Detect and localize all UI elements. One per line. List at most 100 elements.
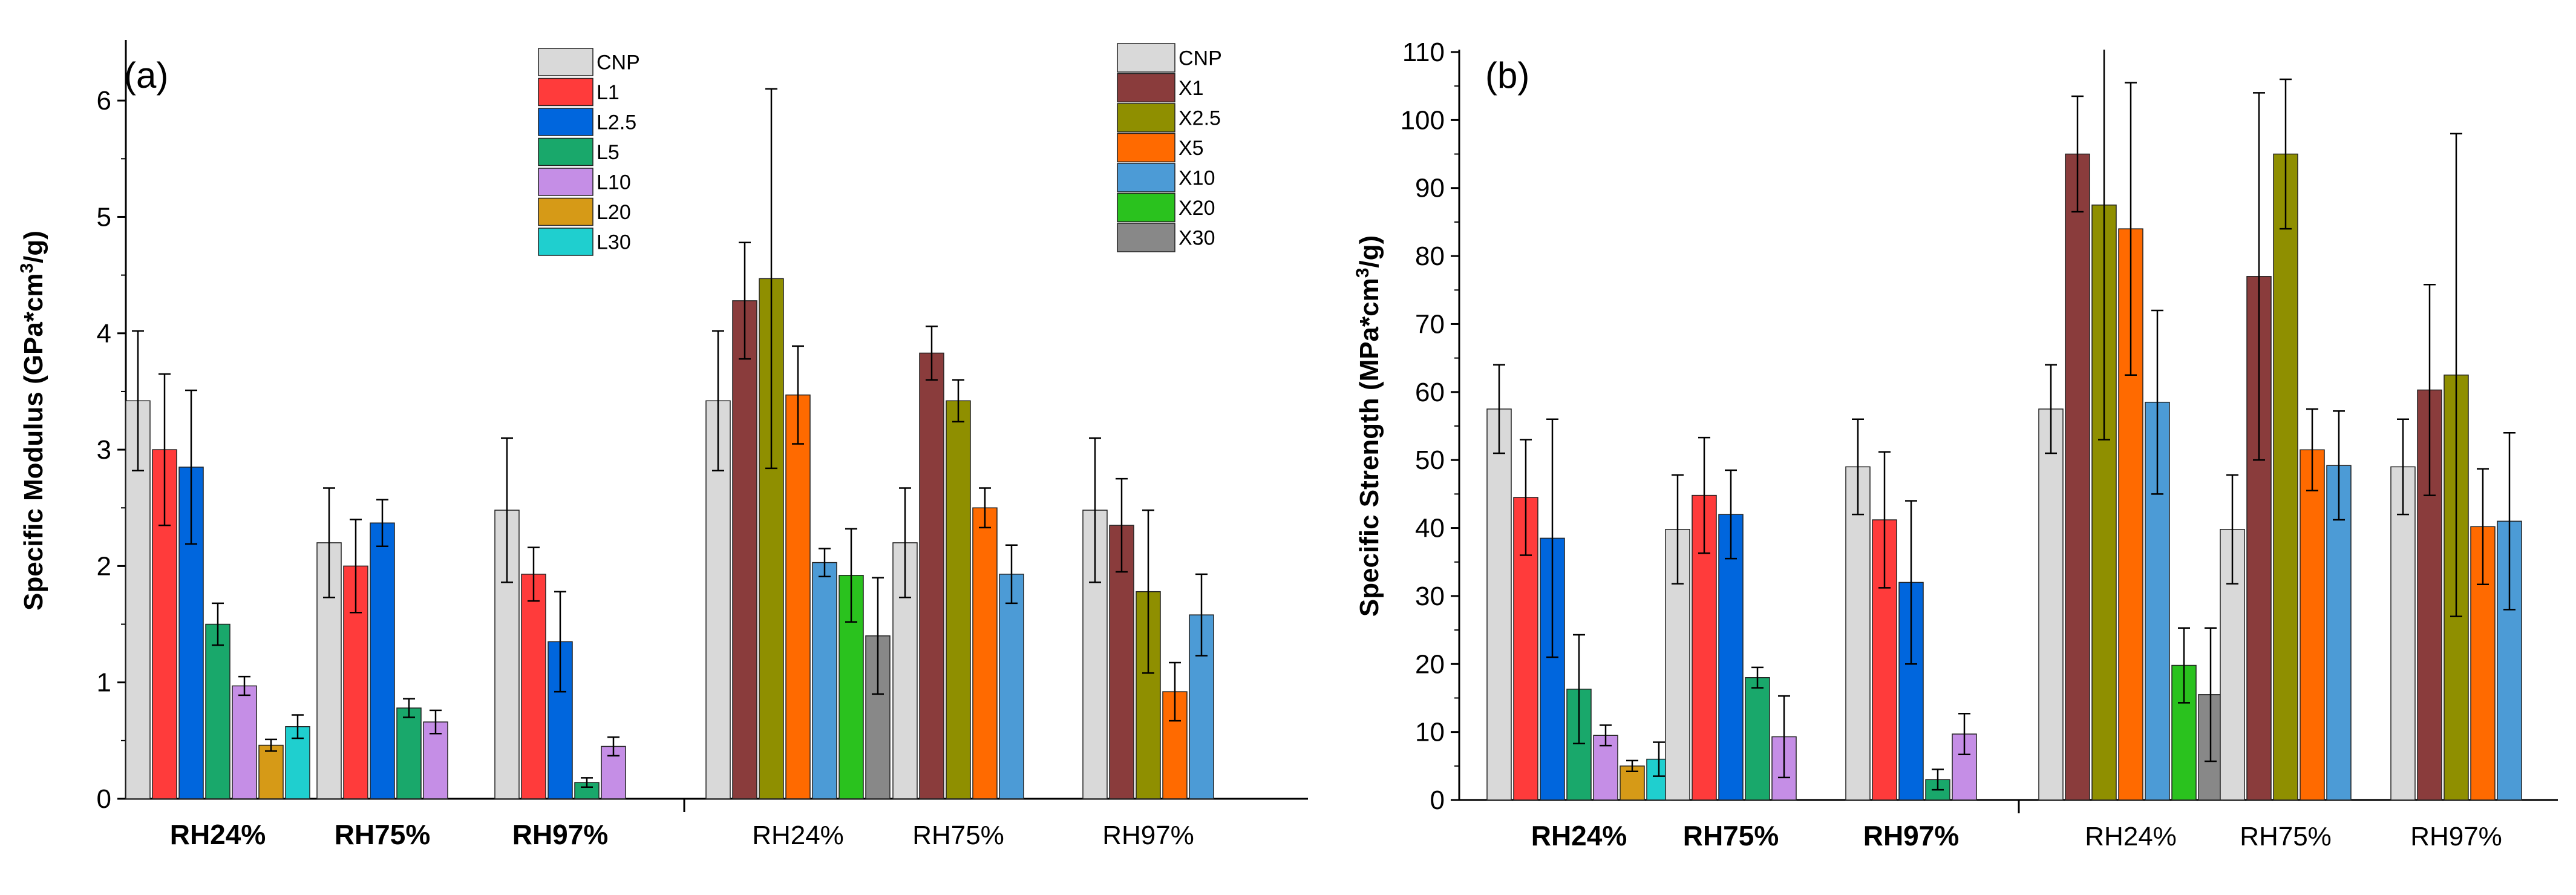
- y-tick-label: 0: [1430, 785, 1445, 815]
- y-axis-label-text-end: /g): [1355, 235, 1384, 268]
- y-tick-label: 70: [1415, 309, 1445, 339]
- legend: CNP L1 L2.5 L5 L10 L20 L30: [538, 48, 640, 256]
- y-tick-label: 2: [97, 551, 111, 581]
- bar-l10: [232, 685, 257, 799]
- y-tick-label: 20: [1415, 649, 1445, 679]
- bar-l5: [396, 707, 422, 799]
- y-tick-label: 0: [97, 784, 111, 814]
- panel-b-strength-chart: 0 10 20 30 40 50 60 70 80 90 100 110 Specific Streng…: [1353, 38, 2558, 851]
- legend-label: L10: [597, 171, 631, 194]
- y-tick-label: 40: [1415, 514, 1445, 543]
- y-tick-label: 10: [1415, 718, 1445, 747]
- y-axis-label: Specific Modulus (GPa*cm3/g): [17, 231, 48, 611]
- legend-label: X1: [1178, 77, 1204, 100]
- legend-swatch-cnp: [538, 48, 593, 76]
- legend-label: X5: [1178, 137, 1204, 160]
- y-axis-label-superscript: 3: [1353, 268, 1373, 278]
- legend-swatch-l10: [538, 168, 593, 196]
- bar-l2-5: [370, 522, 395, 799]
- x-category-label: RH97%: [512, 819, 609, 850]
- x-category-label: RH75%: [1683, 820, 1779, 851]
- y-tick-label: 6: [97, 86, 111, 116]
- legend-label: X2.5: [1178, 107, 1221, 130]
- x-category-label: RH24%: [752, 821, 844, 850]
- y-tick-label: 100: [1401, 105, 1445, 135]
- x-category-label: RH24%: [1531, 820, 1627, 851]
- bar-x2-5: [946, 400, 971, 799]
- bar-x1: [2065, 153, 2090, 801]
- bar-x1: [919, 352, 944, 799]
- bar-l1: [521, 574, 546, 799]
- y-tick-label: 60: [1415, 378, 1445, 407]
- legend-label: CNP: [1178, 47, 1222, 70]
- x-category-label: RH97%: [2410, 822, 2502, 851]
- bar-x10: [1189, 614, 1214, 799]
- legend-label: L30: [597, 231, 631, 254]
- legend-swatch-x20: [1117, 192, 1175, 223]
- y-axis-label-text-end: /g): [19, 231, 48, 263]
- y-tick-label: 80: [1415, 241, 1445, 271]
- legend-swatch-x5: [1117, 133, 1175, 163]
- legend-label: X10: [1178, 167, 1215, 190]
- bar-l5: [1745, 677, 1770, 801]
- bar-x5: [972, 507, 998, 799]
- bar-x10: [812, 562, 837, 799]
- x-category-label: RH75%: [912, 821, 1004, 850]
- legend-label: X30: [1178, 227, 1215, 250]
- legend-label: L1: [597, 81, 619, 104]
- y-axis-label-text: Specific Modulus (GPa*cm: [19, 273, 48, 610]
- legend-swatch-cnp: [1117, 43, 1175, 73]
- bar-x2-5: [759, 278, 784, 799]
- bar-x10: [999, 574, 1024, 799]
- y-axis-label-text: Specific Strength (MPa*cm: [1355, 278, 1384, 617]
- panel-label: (a): [124, 55, 168, 96]
- x-category-label: RH24%: [170, 819, 266, 850]
- legend-swatch-x1: [1117, 73, 1175, 103]
- x-category-label: RH97%: [1863, 820, 1960, 851]
- bar-x5: [785, 394, 811, 799]
- y-tick-label: 110: [1402, 38, 1445, 67]
- y-axis-label: Specific Strength (MPa*cm3/g): [1353, 235, 1384, 617]
- legend-label: L20: [597, 201, 631, 224]
- legend-swatch-l1: [538, 77, 593, 107]
- y-axis-label-superscript: 3: [17, 263, 37, 274]
- bar-l2-5: [1718, 514, 1744, 801]
- legend-label: X20: [1178, 197, 1215, 220]
- legend-swatch-l5: [538, 137, 593, 166]
- x-category-label: RH24%: [2085, 822, 2177, 851]
- bar-x5: [2300, 449, 2325, 801]
- legend-label: L2.5: [597, 111, 636, 134]
- y-tick-label: 4: [97, 319, 111, 349]
- legend-swatch-l30: [538, 228, 593, 256]
- x-category-label: RH75%: [335, 819, 431, 850]
- bar-l20: [258, 744, 284, 799]
- x-category-label: RH75%: [2240, 822, 2332, 851]
- bar-cnp: [125, 400, 151, 799]
- bar-cnp: [2390, 466, 2416, 801]
- legend-swatch-x2-5: [1117, 103, 1175, 133]
- y-tick-label: 50: [1415, 445, 1445, 475]
- bar-cnp: [1486, 408, 1512, 801]
- panel-label: (b): [1485, 55, 1529, 96]
- y-tick-label: 5: [97, 202, 111, 232]
- legend-swatch-x10: [1117, 163, 1175, 192]
- bar-x10: [2326, 465, 2352, 801]
- y-tick-label: 1: [97, 668, 111, 698]
- legend-swatch-x30: [1117, 223, 1175, 252]
- legend-label: CNP: [597, 51, 640, 74]
- y-tick-label: 3: [97, 435, 111, 465]
- legend: CNP X1 X2.5 X5 X10 X20 X30: [1117, 43, 1222, 252]
- bar-cnp: [2038, 408, 2064, 801]
- bar-cnp: [1845, 466, 1871, 801]
- bar-x1: [732, 300, 757, 799]
- legend-label: L5: [597, 141, 619, 164]
- bar-l10: [423, 721, 448, 799]
- y-tick-label: 90: [1415, 174, 1445, 203]
- y-tick-label: 30: [1415, 582, 1445, 611]
- bar-x2-5: [2091, 205, 2117, 801]
- bar-x2-5: [2273, 153, 2298, 801]
- x-category-label: RH97%: [1102, 821, 1194, 850]
- legend-swatch-l20: [538, 197, 593, 226]
